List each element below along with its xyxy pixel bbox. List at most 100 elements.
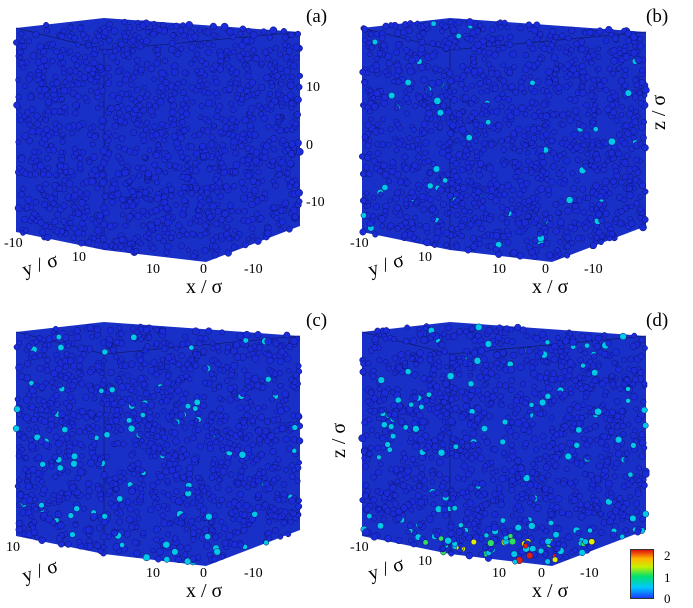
particle xyxy=(487,193,495,201)
particle xyxy=(547,32,554,39)
particle xyxy=(590,51,597,59)
particle xyxy=(45,108,52,115)
particle xyxy=(32,506,39,513)
particle xyxy=(136,34,143,41)
particle xyxy=(630,392,638,401)
particle xyxy=(172,452,179,459)
particle xyxy=(601,178,610,186)
particle xyxy=(291,424,298,431)
particle xyxy=(65,468,71,475)
particle xyxy=(111,122,119,130)
particle xyxy=(244,172,252,180)
particle xyxy=(637,36,644,43)
particle xyxy=(455,151,464,159)
particle xyxy=(296,497,302,504)
particle xyxy=(481,382,488,389)
particle xyxy=(528,402,535,408)
particle xyxy=(532,334,541,343)
particle xyxy=(121,168,130,177)
particle xyxy=(539,330,547,338)
particle xyxy=(264,106,271,112)
particle xyxy=(139,437,145,444)
particle xyxy=(198,103,205,109)
particle xyxy=(545,68,553,76)
particle xyxy=(554,247,561,254)
particle xyxy=(359,68,366,76)
particle xyxy=(118,102,125,109)
particle xyxy=(416,185,423,192)
particle xyxy=(52,433,60,441)
particle xyxy=(411,530,418,536)
particle xyxy=(74,80,82,88)
particle xyxy=(12,425,20,432)
particle xyxy=(33,338,40,345)
particle xyxy=(442,380,450,388)
particle xyxy=(180,513,187,520)
particle xyxy=(222,183,230,191)
particle xyxy=(38,502,45,509)
particle xyxy=(613,397,621,405)
particle xyxy=(85,42,92,49)
particle xyxy=(608,230,615,237)
particle xyxy=(550,149,557,157)
particle xyxy=(272,437,280,444)
particle xyxy=(66,67,74,75)
particle xyxy=(44,98,52,106)
particle xyxy=(59,138,66,145)
particle xyxy=(640,134,647,142)
particle xyxy=(226,385,234,392)
particle xyxy=(449,121,457,129)
particle xyxy=(542,375,549,381)
particle xyxy=(486,412,494,420)
particle xyxy=(439,375,445,382)
particle xyxy=(578,62,586,70)
particle xyxy=(81,505,88,512)
particle xyxy=(134,460,142,468)
particle xyxy=(118,135,126,143)
particle xyxy=(406,86,413,93)
particle xyxy=(195,410,202,417)
particle xyxy=(78,220,86,228)
particle xyxy=(468,413,475,420)
particle xyxy=(175,377,182,384)
particle xyxy=(172,419,179,427)
particle xyxy=(112,244,119,251)
particle xyxy=(115,518,124,526)
particle xyxy=(496,365,502,372)
particle xyxy=(131,149,138,156)
particle xyxy=(512,108,521,116)
particle xyxy=(42,441,51,449)
particle xyxy=(363,163,370,171)
particle xyxy=(367,108,373,115)
particle xyxy=(389,159,397,166)
particle xyxy=(213,89,220,97)
particle xyxy=(271,377,277,383)
particle xyxy=(147,107,156,115)
particle xyxy=(60,86,69,95)
particle xyxy=(490,497,497,504)
particle xyxy=(573,143,581,151)
particle xyxy=(568,26,576,35)
particle xyxy=(462,94,470,102)
particle xyxy=(531,26,539,34)
particle xyxy=(151,420,159,428)
particle xyxy=(205,327,213,335)
particle xyxy=(433,234,440,242)
particle xyxy=(15,519,23,527)
panel-b: (b) z / σ -10 10 10 0 -10 y / σ x / σ xyxy=(346,0,692,304)
particle xyxy=(201,365,209,372)
particle xyxy=(67,220,74,226)
particle xyxy=(182,390,190,397)
particle xyxy=(519,381,526,388)
particle xyxy=(129,188,136,195)
particle xyxy=(475,171,483,179)
particle xyxy=(157,83,166,92)
particle xyxy=(212,533,220,541)
particle xyxy=(280,74,287,81)
particle xyxy=(378,407,385,414)
particle xyxy=(44,27,51,34)
particle xyxy=(185,21,194,29)
particle xyxy=(61,70,67,76)
particle xyxy=(577,356,584,364)
particle xyxy=(126,213,134,221)
